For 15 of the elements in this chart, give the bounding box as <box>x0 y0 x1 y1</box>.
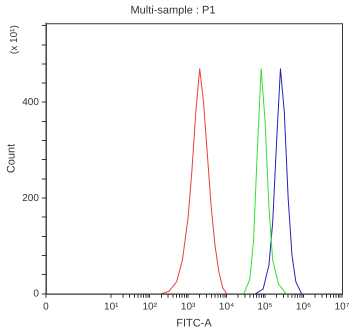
x-tick-label: 10² <box>142 302 158 313</box>
x-tick-label: 10¹ <box>104 302 120 313</box>
y-tick-label: 400 <box>22 96 40 108</box>
y-axis-title: Count <box>6 144 18 174</box>
x-tick-label: 10⁴ <box>218 302 234 313</box>
text: (x 10¹) <box>8 25 20 54</box>
x-tick-label: 10⁷ <box>334 302 350 313</box>
chart-title: Multi-sample : P1 <box>130 4 216 17</box>
x-tick-label: 0 <box>43 302 50 313</box>
x-tick-label: 10³ <box>180 302 196 313</box>
y-tick-label: 200 <box>22 192 40 204</box>
x-axis-title: FITC-A <box>176 317 212 330</box>
y-tick-label: 0 <box>33 288 40 300</box>
x-tick-label: 10⁵ <box>257 302 273 313</box>
x-tick-label: 10⁶ <box>296 302 312 313</box>
